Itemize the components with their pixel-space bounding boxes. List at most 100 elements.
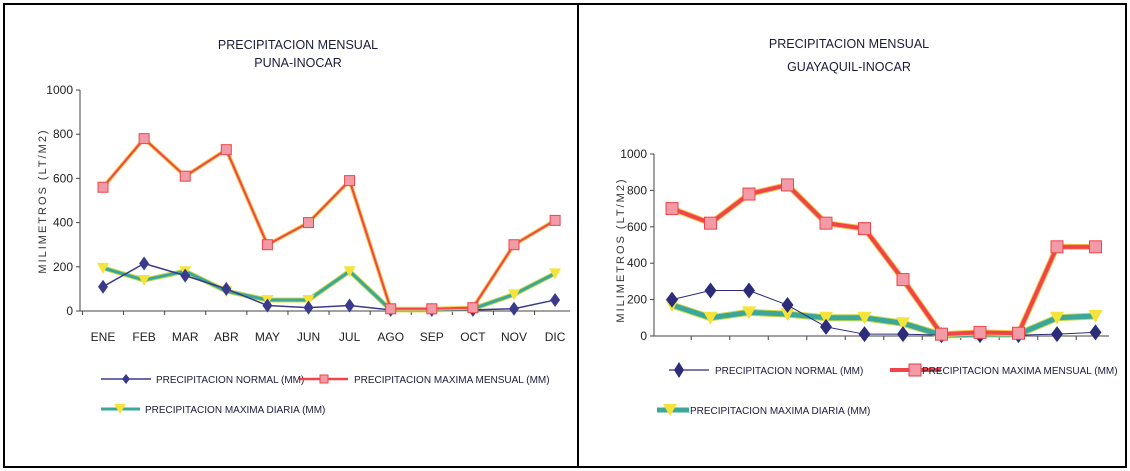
legend-item-maxima-mensual: PRECIPITACION MAXIMA MENSUAL (MM) — [890, 363, 1118, 377]
x-tick-label: SEP — [420, 330, 444, 344]
data-point-square — [858, 222, 871, 236]
panel-divider — [577, 3, 579, 468]
y-tick-label: 400 — [53, 216, 73, 230]
data-point-square — [508, 239, 520, 251]
legend-item-maxima-diaria: PRECIPITACION MAXIMA DIARIA (MM) — [657, 404, 870, 417]
x-tick-label: ENE — [91, 330, 116, 344]
y-tick-label: 200 — [627, 293, 647, 307]
data-point-diamond — [820, 318, 832, 335]
data-point-diamond — [98, 279, 108, 294]
data-point-square — [549, 214, 561, 226]
square-marker-icon — [319, 374, 329, 384]
data-point-triangle — [896, 317, 910, 331]
y-tick-label: 0 — [66, 304, 73, 318]
legend-item-maxima-diaria: PRECIPITACION MAXIMA DIARIA (MM) — [101, 404, 325, 416]
data-point-diamond — [704, 282, 717, 299]
data-point-square — [97, 181, 109, 193]
data-point-diamond — [344, 298, 355, 313]
data-point-square — [426, 303, 438, 315]
diamond-marker-icon — [674, 362, 684, 378]
y-axis-label: MILIMETROS (LT/M2) — [615, 177, 627, 322]
y-tick-label: 800 — [53, 127, 73, 141]
data-point-square — [781, 178, 794, 192]
data-point-square — [1012, 326, 1025, 340]
data-point-square — [704, 216, 717, 230]
legend-item-normal: PRECIPITACION NORMAL (MM) — [669, 362, 863, 378]
data-point-triangle — [819, 311, 833, 325]
data-point-square — [138, 133, 150, 145]
y-tick-label: 200 — [53, 260, 73, 274]
data-point-triangle — [508, 289, 520, 301]
y-tick-label: 600 — [627, 220, 647, 234]
legend-label: PRECIPITACION MAXIMA DIARIA (MM) — [145, 405, 325, 416]
x-tick-label: JUN — [297, 330, 320, 344]
data-point-triangle — [138, 275, 151, 287]
series-line — [102, 137, 556, 310]
chart-title: PRECIPITACION MENSUAL — [769, 37, 929, 51]
data-point-square — [742, 187, 756, 201]
data-point-square — [935, 327, 948, 341]
plot-area — [97, 133, 562, 317]
data-point-diamond — [1051, 326, 1063, 343]
data-point-square — [179, 170, 191, 182]
legend-label: PRECIPITACION MAXIMA MENSUAL (MM) — [354, 375, 550, 386]
data-point-square — [973, 325, 987, 339]
x-tick-label: ABR — [214, 330, 239, 344]
chart-guayaquil-inocar: PRECIPITACION MENSUAL GUAYAQUIL-INOCAR M… — [615, 37, 1118, 417]
series-square — [97, 133, 561, 315]
data-point-triangle — [1050, 311, 1064, 325]
y-tick-label: 600 — [53, 171, 73, 185]
chart-puna-inocar: PRECIPITACION MENSUAL PUNA-INOCAR MILIME… — [37, 38, 570, 416]
data-point-square — [896, 273, 910, 287]
chart-panel-puna: PRECIPITACION MENSUAL PUNA-INOCAR MILIME… — [37, 38, 570, 416]
data-point-triangle — [1088, 309, 1103, 323]
data-point-square — [385, 303, 397, 315]
chart-panel-guayaquil: PRECIPITACION MENSUAL GUAYAQUIL-INOCAR M… — [579, 0, 1130, 471]
data-point-diamond — [180, 268, 191, 283]
x-tick-label: AGO — [377, 330, 404, 344]
triangle-marker-icon — [663, 404, 677, 416]
data-point-square — [303, 217, 314, 229]
x-tick-label: DIC — [545, 330, 566, 344]
data-point-diamond — [221, 281, 232, 296]
x-tick-label: JUL — [339, 330, 361, 344]
data-point-square — [220, 144, 232, 156]
data-point-diamond — [262, 298, 273, 313]
data-point-square — [467, 302, 479, 314]
legend-label: PRECIPITACION NORMAL (MM) — [156, 375, 304, 386]
y-axis-label: MILIMETROS (LT/M2) — [37, 128, 49, 273]
legend-label: PRECIPITACION MAXIMA DIARIA (MM) — [690, 406, 870, 417]
data-point-diamond — [858, 326, 871, 343]
y-tick-label: 800 — [627, 183, 647, 197]
y-tick-label: 400 — [627, 256, 647, 270]
data-point-square — [1050, 240, 1064, 254]
data-point-triangle — [703, 311, 718, 325]
data-point-triangle — [857, 311, 872, 325]
data-point-diamond — [303, 300, 314, 315]
figure-frame — [3, 3, 1127, 468]
data-point-square — [344, 175, 356, 187]
y-tick-label: 1000 — [46, 83, 73, 97]
data-point-diamond — [781, 297, 794, 314]
x-tick-label: MAR — [172, 330, 199, 344]
data-point-square — [261, 239, 273, 251]
y-tick-label: 0 — [640, 329, 647, 343]
legend-item-normal: PRECIPITACION NORMAL (MM) — [101, 374, 304, 386]
square-marker-icon — [908, 363, 922, 377]
data-point-triangle — [742, 306, 756, 320]
data-point-diamond — [666, 291, 678, 308]
data-point-triangle — [343, 266, 356, 278]
plot-area — [665, 178, 1103, 344]
diamond-marker-icon — [122, 374, 130, 384]
x-tick-label: MAY — [255, 330, 280, 344]
series-line — [102, 266, 556, 312]
data-point-square — [665, 202, 679, 216]
series-square — [665, 178, 1102, 341]
data-point-triangle — [549, 268, 562, 280]
data-point-triangle — [97, 262, 109, 274]
data-point-square — [819, 216, 833, 230]
legend: PRECIPITACION NORMAL (MM) PRECIPITACION … — [657, 362, 1118, 417]
axes: 0 200 400 600 800 1000 ENE FEB MAR ABR MAY JUN JUL AG… — [46, 83, 570, 344]
series-line — [102, 262, 556, 311]
legend: PRECIPITACION NORMAL (MM) PRECIPITACION … — [101, 374, 550, 416]
